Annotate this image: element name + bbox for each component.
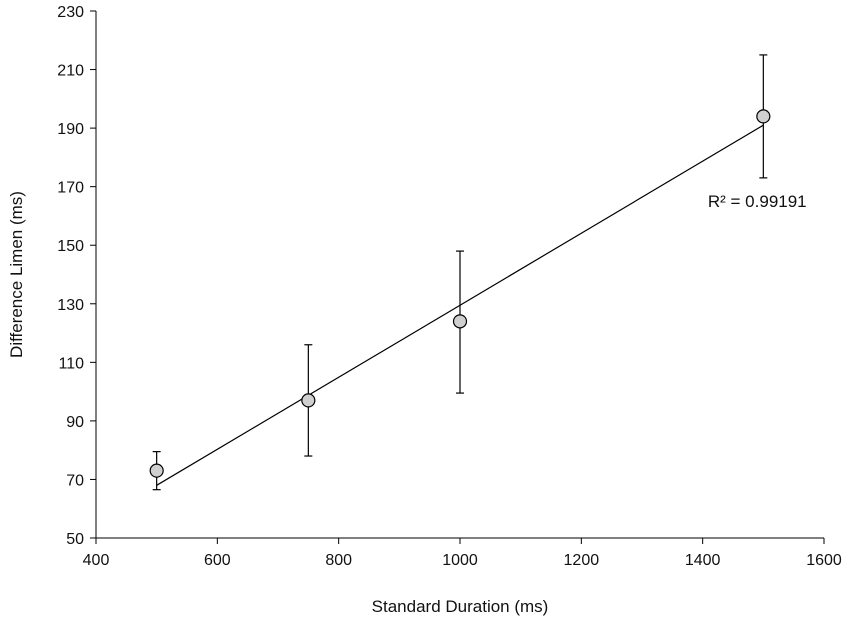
data-points [149, 109, 771, 478]
y-tick-label: 110 [58, 355, 84, 372]
x-axis-title: Standard Duration (ms) [372, 597, 549, 616]
y-tick-label: 230 [57, 4, 84, 21]
y-tick-label: 170 [57, 180, 84, 197]
y-tick-label: 210 [57, 63, 84, 80]
data-point [301, 393, 316, 408]
y-axis-title: Difference Limen (ms) [7, 191, 26, 358]
x-tick-label: 1400 [685, 552, 721, 569]
y-tick-label: 150 [57, 238, 84, 255]
r-squared-annotation: R² = 0.99191 [708, 192, 807, 211]
x-tick-label: 1600 [806, 552, 842, 569]
y-tick-label: 70 [66, 472, 84, 489]
x-tick-label: 800 [325, 552, 352, 569]
x-tick-label: 400 [83, 552, 110, 569]
data-point [452, 314, 468, 329]
y-tick-label: 90 [66, 414, 84, 431]
y-tick-label: 190 [57, 121, 84, 138]
y-tick-label: 130 [57, 297, 84, 314]
labels: 50 70 90 110 130 150 170 190 210 230 400 600 800 1000… [7, 4, 842, 616]
y-tick-label: 50 [66, 531, 84, 548]
error-bars [152, 54, 768, 491]
x-tick-label: 600 [204, 552, 231, 569]
x-tick-label: 1000 [442, 552, 478, 569]
data-point [149, 463, 164, 478]
x-tick-label: 1200 [564, 552, 600, 569]
axes [90, 10, 825, 544]
data-point [756, 109, 771, 124]
